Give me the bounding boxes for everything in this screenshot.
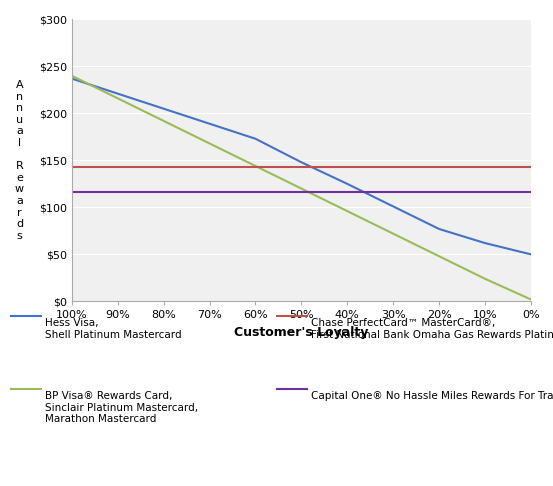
Text: BP Visa® Rewards Card,
Sinclair Platinum Mastercard,
Marathon Mastercard: BP Visa® Rewards Card, Sinclair Platinum… [45, 391, 199, 424]
Text: Chase PerfectCard™ MasterCard®,
First National Bank Omaha Gas Rewards Platinum V: Chase PerfectCard™ MasterCard®, First Na… [311, 318, 553, 340]
Y-axis label: A
n
n
u
a
l

R
e
w
a
r
d
s: A n n u a l R e w a r d s [15, 80, 24, 241]
Text: Hess Visa,
Shell Platinum Mastercard: Hess Visa, Shell Platinum Mastercard [45, 318, 182, 340]
Text: Capital One® No Hassle Miles Rewards For Travel & Gas: Capital One® No Hassle Miles Rewards For… [311, 391, 553, 401]
X-axis label: Customer's Loyalty: Customer's Loyalty [234, 326, 368, 339]
